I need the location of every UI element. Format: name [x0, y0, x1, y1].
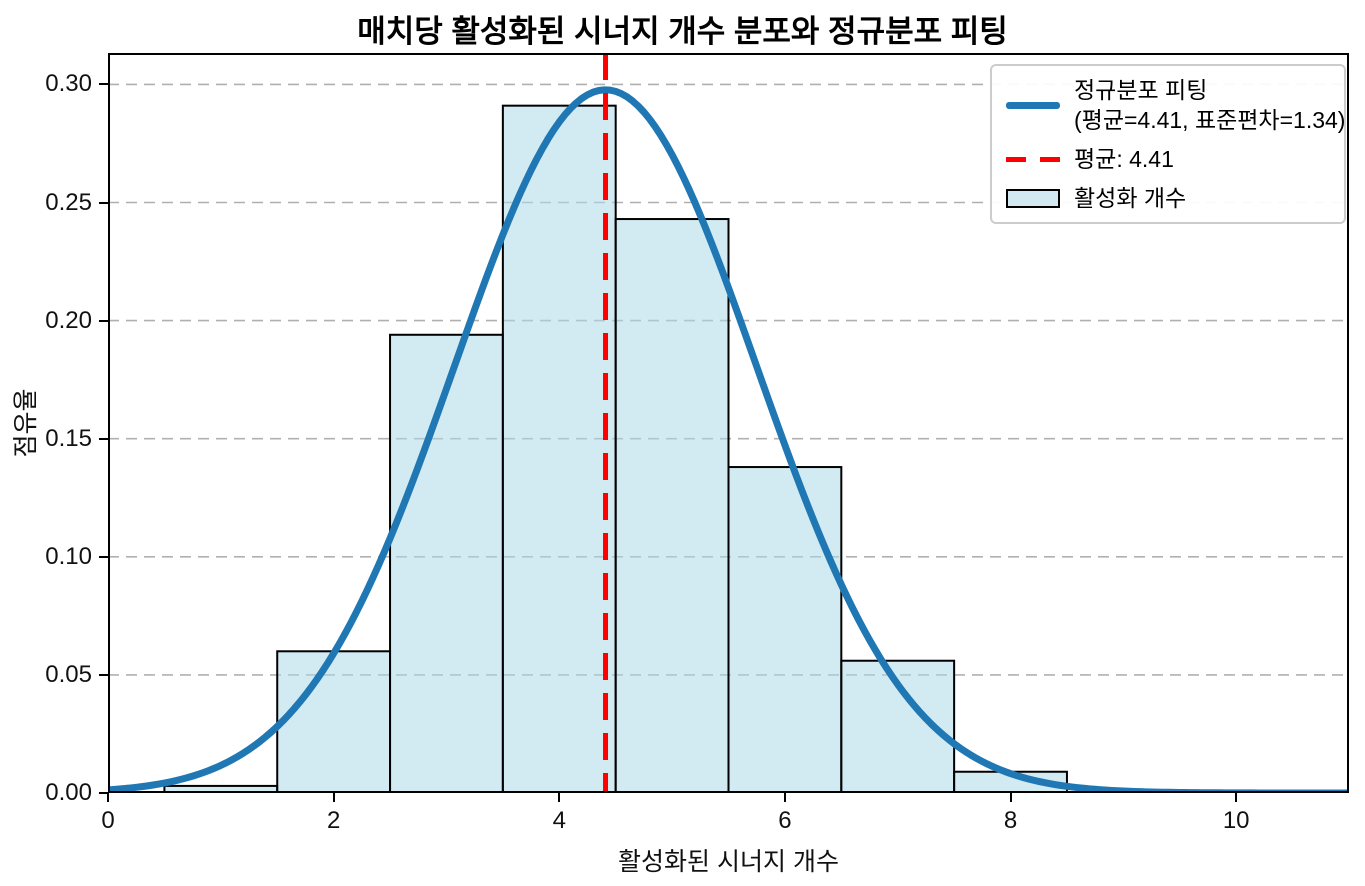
histogram-patch-swatch — [1006, 188, 1060, 208]
y-tick-label-0.00: 0.00 — [45, 779, 92, 806]
histogram-bar-2 — [276, 650, 392, 793]
y-tick-label-0.30: 0.30 — [45, 70, 92, 98]
mean-dashed-line-swatch — [1006, 156, 1060, 162]
axes-frame — [108, 53, 1349, 793]
x-tick-mark-10 — [1235, 793, 1238, 802]
y-tick-mark-0.30 — [99, 83, 108, 86]
y-tick-mark-0.25 — [99, 201, 108, 204]
x-tick-mark-0 — [107, 793, 109, 802]
x-tick-label-2: 2 — [326, 807, 341, 834]
x-tick-mark-2 — [332, 793, 335, 802]
x-tick-label-8: 8 — [1003, 807, 1018, 834]
axes-spines — [108, 53, 1349, 793]
chart-title: 매치당 활성화된 시너지 개수 분포와 정규분포 피팅 — [357, 14, 1008, 49]
legend: 정규분포 피팅 (평균=4.41, 표준편차=1.34) 평균: 4.41 활성… — [990, 64, 1346, 224]
x-tick-label-10: 10 — [1222, 807, 1250, 834]
plot-area: 정규분포 피팅 (평균=4.41, 표준편차=1.34) 평균: 4.41 활성… — [108, 53, 1349, 793]
y-tick-label-0.10: 0.10 — [45, 542, 92, 570]
y-tick-mark-0.05 — [99, 673, 108, 676]
legend-label-normal-fit-line2: (평균=4.41, 표준편차=1.34) — [1074, 107, 1346, 133]
y-tick-mark-0.15 — [99, 437, 108, 440]
normal-fit-line-swatch — [1006, 101, 1060, 109]
y-axis-label: 점유율 — [12, 388, 40, 458]
x-axis-label: 활성화된 시너지 개수 — [618, 848, 839, 876]
y-tick-label-0.15: 0.15 — [45, 424, 92, 452]
histogram-bar-6 — [727, 466, 843, 793]
histogram-bars — [163, 104, 1068, 793]
x-tick-mark-6 — [783, 793, 786, 802]
histogram-bar-5 — [614, 218, 730, 793]
x-tick-label-6: 6 — [778, 807, 792, 834]
x-tick-mark-8 — [1009, 793, 1012, 802]
legend-item-histogram: 활성화 개수 — [1006, 183, 1334, 213]
x-tick-mark-4 — [558, 793, 561, 802]
y-tick-label-0.05: 0.05 — [45, 660, 92, 688]
x-tick-label-4: 4 — [552, 807, 566, 834]
legend-item-normal-fit: 정규분포 피팅 (평균=4.41, 표준편차=1.34) — [1006, 75, 1345, 135]
histogram-bar-4 — [501, 104, 617, 793]
histogram-bar-3 — [389, 333, 504, 793]
y-tick-label-0.20: 0.20 — [45, 306, 92, 334]
legend-item-mean: 평균: 4.41 — [1006, 144, 1334, 174]
y-tick-mark-0.00 — [99, 792, 108, 794]
legend-label-normal-fit-line1: 정규분포 피팅 — [1074, 77, 1208, 103]
y-tick-mark-0.20 — [99, 319, 108, 322]
y-tick-label-0.25: 0.25 — [45, 188, 92, 216]
legend-label-mean: 평균: 4.41 — [1074, 146, 1174, 172]
y-tick-mark-0.10 — [99, 555, 108, 558]
legend-label-histogram: 활성화 개수 — [1074, 185, 1187, 211]
plot-canvas — [108, 53, 1349, 793]
x-tick-label-0: 0 — [101, 807, 115, 834]
